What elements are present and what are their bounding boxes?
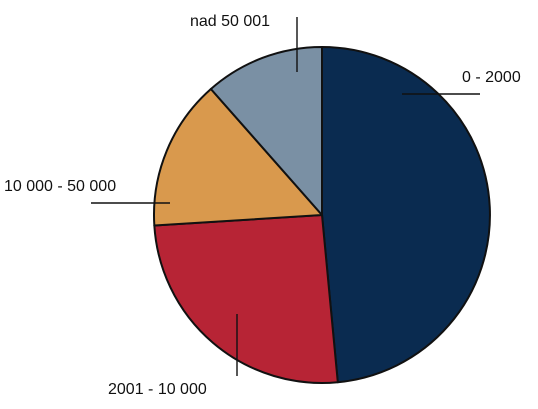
slice-10000-50000	[152, 87, 323, 227]
slices-layer	[152, 46, 491, 384]
label-2001-10000: 2001 - 10 000	[108, 381, 207, 398]
leader-lines-layer	[91, 17, 480, 376]
slice-nad-50001	[209, 46, 323, 216]
label-nad-50001: nad 50 001	[190, 13, 270, 30]
labels-layer: 0 - 2000 2001 - 10 000 10 000 - 50 000 n…	[4, 13, 521, 398]
slice-2001-10000	[153, 214, 339, 384]
label-0-2000: 0 - 2000	[462, 69, 521, 86]
label-10000-50000: 10 000 - 50 000	[4, 178, 116, 195]
slice-0-2000	[321, 46, 491, 384]
